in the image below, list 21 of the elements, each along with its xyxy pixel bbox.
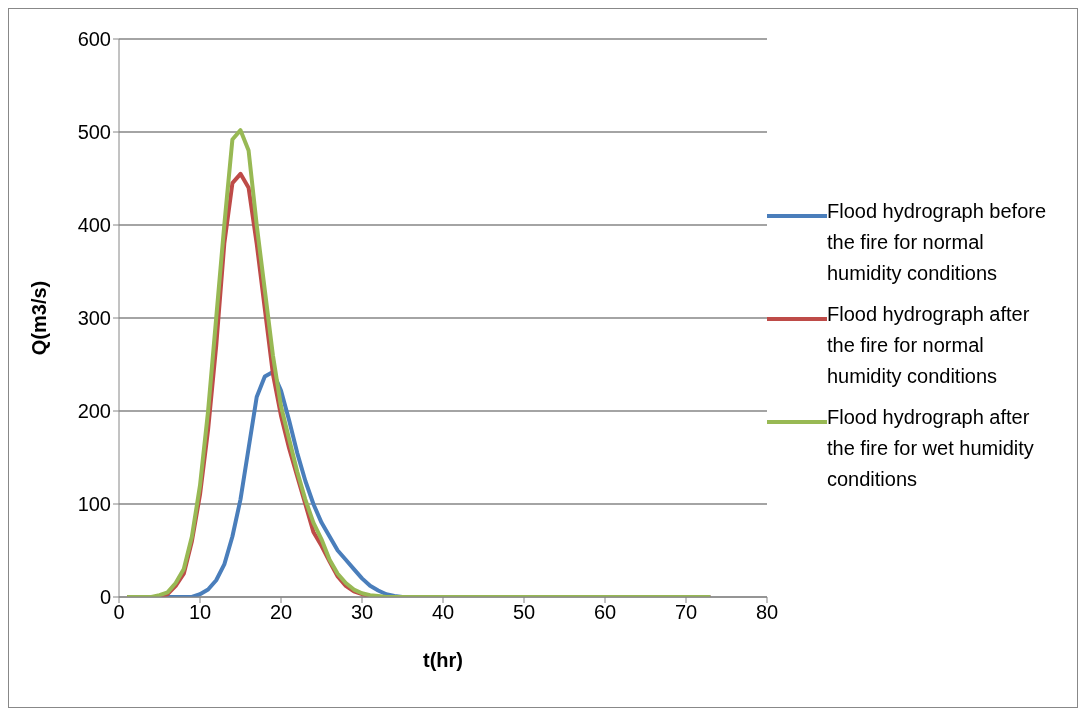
x-axis-title: t(hr): [423, 649, 463, 671]
x-tick-label: 50: [512, 601, 536, 624]
legend-label: Flood hydrograph after the fire for normal humidity conditions: [827, 301, 1031, 389]
x-tick-label: 10: [188, 601, 212, 624]
x-tick-label: 30: [350, 601, 374, 624]
y-tick-label: 0: [99, 586, 111, 609]
y-tick-label: 300: [77, 307, 111, 330]
legend-label: Flood hydrograph after the fire for wet humidity conditions: [827, 404, 1035, 492]
x-tick-label: 70: [674, 601, 698, 624]
y-tick-label: 200: [77, 400, 111, 423]
x-tick-label: 40: [431, 601, 455, 624]
x-tick-label: 20: [269, 601, 293, 624]
x-tick-label: 60: [593, 601, 617, 624]
y-tick-label: 400: [77, 214, 111, 237]
y-tick-label: 600: [77, 28, 111, 51]
x-tick-label: 0: [113, 601, 125, 624]
y-tick-label: 500: [77, 121, 111, 144]
legend-label: Flood hydrograph before the fire for normal humidity conditions: [827, 198, 1048, 286]
y-axis-title: Q(m3/s): [28, 280, 51, 356]
y-tick-label: 100: [77, 493, 111, 516]
x-tick-label: 80: [755, 601, 779, 624]
